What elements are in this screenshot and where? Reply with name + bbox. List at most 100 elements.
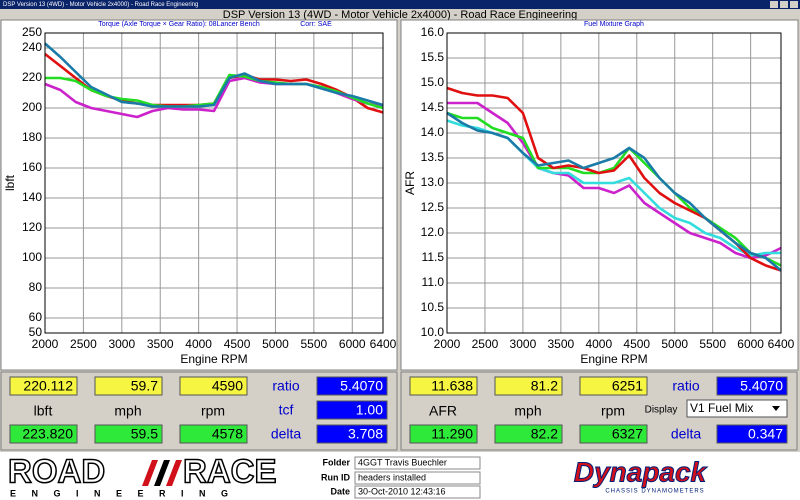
info-field [354, 456, 481, 470]
y-tick-label: 10.5 [421, 300, 445, 314]
y-tick-label: 120 [22, 220, 42, 234]
info-label: Folder [322, 457, 350, 467]
tcf-label: tcf [279, 402, 294, 418]
x-axis-label: Engine RPM [180, 352, 247, 366]
y-tick-label: 80 [29, 280, 43, 294]
y-tick-label: 11.5 [422, 250, 445, 264]
y-tick-label: 14.0 [421, 125, 445, 139]
y-tick-label: 14.5 [421, 100, 445, 114]
plot-area [44, 32, 384, 334]
x-tick-label: 3000 [108, 337, 135, 351]
peak-readout [579, 424, 648, 444]
live-readout-value: 11.638 [431, 378, 473, 394]
ratio-box [316, 376, 388, 396]
y-tick-label: 15.0 [421, 75, 445, 89]
logo-road: ROAD [8, 453, 105, 490]
x-tick-label: 3500 [548, 337, 575, 351]
live-readout [409, 376, 478, 396]
live-readout [179, 376, 248, 396]
peak-readout [94, 424, 163, 444]
y-tick-label: 60 [29, 310, 43, 324]
y-tick-label: 10.0 [421, 325, 445, 339]
live-readout-value: 81.2 [531, 378, 558, 394]
delta-label: delta [671, 426, 702, 442]
y-tick-label: 160 [22, 160, 42, 174]
logo-slash [166, 460, 182, 486]
y-tick-label: 12.0 [421, 225, 445, 239]
peak-readout-value: 11.290 [431, 426, 473, 442]
series-line [44, 42, 384, 108]
x-tick-label: 2000 [434, 337, 461, 351]
y-tick-label: 220 [22, 70, 42, 84]
ratio-label: ratio [272, 378, 299, 394]
readout-unit: mph [514, 403, 541, 419]
x-tick-label: 2500 [70, 337, 97, 351]
live-readout [94, 376, 163, 396]
live-readout-value: 6251 [612, 378, 643, 394]
y-tick-label: 250 [22, 25, 42, 39]
y-axis-label: AFR [403, 171, 417, 195]
y-tick-label: 13.0 [421, 175, 445, 189]
peak-readout [494, 424, 563, 444]
readout-unit: mph [114, 403, 141, 419]
display-select[interactable] [686, 399, 788, 418]
x-tick-label: 5000 [262, 337, 289, 351]
info-field [354, 485, 481, 499]
series-line [446, 111, 782, 267]
x-tick-label: 5500 [699, 337, 726, 351]
peak-readout-value: 59.5 [131, 426, 158, 442]
x-tick-label: 6000 [737, 337, 764, 351]
caption: DSP Version 13 (4WD - Motor Vehicle 2x40… [223, 9, 577, 21]
y-tick-label: 11.0 [422, 275, 445, 289]
y-tick-label: 15.5 [421, 50, 445, 64]
x-tick-label: 4500 [623, 337, 650, 351]
delta-box-value: 3.708 [348, 426, 383, 442]
dropdown-arrow[interactable] [772, 406, 780, 411]
peak-readout-value: 4578 [212, 426, 243, 442]
x-tick-label: 2000 [32, 337, 59, 351]
info-value: 30-Oct-2010 12:43:16 [358, 486, 446, 496]
live-readout [9, 376, 78, 396]
window-title: DSP Version 13 (4WD) - Motor Vehicle 2x4… [3, 2, 198, 8]
info-value: headers installed [358, 472, 426, 482]
peak-readout-value: 82.2 [531, 426, 558, 442]
display-select-value[interactable]: V1 Fuel Mix [690, 401, 753, 415]
live-readout-value: 59.7 [131, 378, 158, 394]
close-button[interactable] [790, 1, 798, 8]
x-tick-label: 6400 [370, 337, 397, 351]
maximize-button[interactable] [780, 1, 788, 8]
logo-race: RACE [183, 453, 277, 490]
x-tick-label: 2500 [472, 337, 499, 351]
ratio-label: ratio [672, 378, 699, 394]
delta-box-value: 0.347 [748, 426, 783, 442]
plot-frame [44, 32, 384, 334]
display-label: Display [645, 405, 678, 416]
logo-dynapack-sub: CHASSIS DYNAMOMETERS [605, 489, 704, 495]
y-tick-label: 240 [22, 40, 42, 54]
y-tick-label: 140 [22, 190, 42, 204]
logo-sub: E N G I N E E R I N G [10, 488, 235, 498]
title-bar [0, 0, 800, 9]
x-tick-label: 4500 [224, 337, 251, 351]
chart-title: Torque (Axle Torque × Gear Ratio): 08Lan… [98, 21, 260, 28]
info-label: Run ID [321, 472, 350, 482]
delta-box [316, 424, 388, 444]
info-value: 4GGT Travis Buechler [358, 457, 447, 467]
x-tick-label: 4000 [585, 337, 612, 351]
minimize-button[interactable] [770, 1, 778, 8]
y-tick-label: 200 [22, 100, 42, 114]
plot-frame [446, 32, 782, 334]
x-tick-label: 5500 [301, 337, 328, 351]
delta-label: delta [271, 426, 302, 442]
live-readout-value: 220.112 [23, 378, 73, 394]
readout-unit: rpm [601, 403, 625, 419]
peak-readout [179, 424, 248, 444]
x-tick-label: 4000 [185, 337, 212, 351]
y-tick-label: 100 [22, 250, 42, 264]
y-tick-label: 16.0 [421, 25, 445, 39]
delta-box [716, 424, 788, 444]
readout-unit: rpm [201, 403, 225, 419]
y-tick-label: 50 [29, 325, 43, 339]
